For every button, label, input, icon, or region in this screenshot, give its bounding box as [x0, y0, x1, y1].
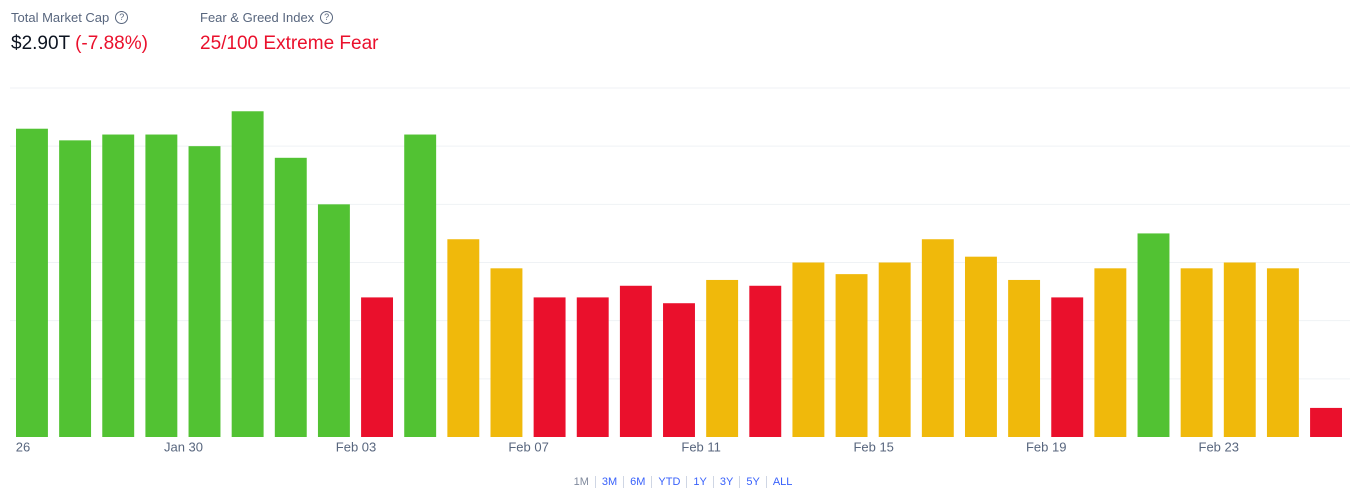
- bar: [1180, 268, 1213, 437]
- bar: [16, 128, 48, 437]
- x-tick-label: Feb 11: [681, 439, 721, 454]
- range-button[interactable]: 3Y: [712, 476, 740, 488]
- bar: [964, 256, 997, 437]
- range-button[interactable]: 3M: [594, 476, 624, 488]
- x-tick-label: Feb 03: [336, 439, 376, 454]
- bar: [878, 262, 911, 437]
- chart: 26 Jan 30 Feb 03 Feb 07 Feb 11 Feb 15 Feb 19 Fe…: [10, 87, 1350, 454]
- bar: [188, 146, 221, 437]
- bar: [533, 297, 566, 437]
- bar: [792, 262, 825, 437]
- bar: [1051, 297, 1084, 437]
- x-tick-label: Feb 23: [1199, 439, 1239, 454]
- bar: [619, 285, 652, 437]
- market-cap-value: $2.90T: [11, 33, 70, 54]
- label-row: Total Market Cap?: [11, 10, 148, 25]
- range-button[interactable]: 1Y: [686, 476, 713, 488]
- range-button[interactable]: 6M: [623, 476, 652, 488]
- x-tick-label: 26: [16, 439, 30, 454]
- bar: [1223, 262, 1256, 437]
- range-button[interactable]: YTD: [651, 476, 687, 488]
- bar: [317, 204, 350, 437]
- bar: [835, 274, 868, 437]
- bar: [1266, 268, 1299, 437]
- bar: [231, 111, 264, 438]
- bar: [576, 297, 609, 437]
- bar: [361, 297, 394, 437]
- bar: [447, 239, 480, 437]
- range-selector: 1M 3M 6M YTD 1Y 3Y 5Y ALL: [0, 476, 1366, 488]
- fng-value: 25/100 Extreme Fear: [200, 33, 379, 54]
- x-tick-label: Feb 15: [853, 439, 893, 454]
- label-row: Fear & Greed Index?: [200, 10, 378, 25]
- market-cap: Total Market Cap? $2.90T (-7.88%): [11, 10, 148, 55]
- bar: [102, 134, 135, 438]
- range-button[interactable]: 5Y: [739, 476, 766, 488]
- fng-label: Fear & Greed Index: [200, 10, 315, 25]
- bar: [1008, 279, 1041, 437]
- help-icon[interactable]: ?: [320, 11, 334, 24]
- bar: [404, 134, 437, 438]
- bar: [145, 134, 178, 438]
- help-icon[interactable]: ?: [115, 11, 129, 24]
- range-button[interactable]: 1M: [573, 476, 589, 488]
- bar: [921, 239, 954, 437]
- market-cap-change: (-7.88%): [75, 33, 148, 54]
- bar: [663, 303, 695, 437]
- bar: [274, 157, 307, 438]
- bar: [59, 140, 92, 437]
- bar: [1310, 407, 1342, 437]
- bar: [1094, 268, 1127, 437]
- range-button[interactable]: ALL: [765, 476, 799, 488]
- x-tick-label: Feb 07: [508, 439, 548, 454]
- fear-greed: Fear & Greed Index? 25/100 Extreme Fear: [200, 10, 378, 55]
- bar: [1137, 233, 1170, 437]
- bar: [490, 268, 523, 437]
- market-cap-label: Total Market Cap: [11, 10, 110, 25]
- value-row: $2.90T (-7.88%): [11, 33, 148, 55]
- bar: [749, 285, 782, 437]
- x-tick-label: Jan 30: [164, 439, 203, 454]
- x-tick-label: Feb 19: [1026, 439, 1066, 454]
- bar: [706, 279, 739, 437]
